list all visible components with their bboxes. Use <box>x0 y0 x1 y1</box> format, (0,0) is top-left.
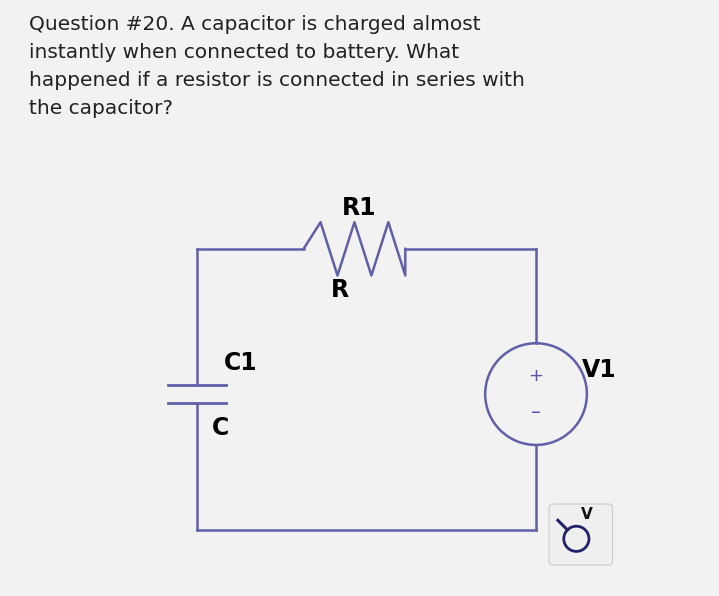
Text: C1: C1 <box>224 350 257 375</box>
Text: R: R <box>331 278 349 302</box>
Text: V: V <box>581 507 593 522</box>
Text: +: + <box>528 367 544 384</box>
Text: C: C <box>211 416 229 440</box>
Text: V1: V1 <box>582 358 616 382</box>
FancyBboxPatch shape <box>549 504 613 565</box>
Text: Question #20. A capacitor is charged almost
instantly when connected to battery.: Question #20. A capacitor is charged alm… <box>29 15 524 118</box>
Text: R1: R1 <box>342 195 377 220</box>
Text: –: – <box>531 403 541 422</box>
